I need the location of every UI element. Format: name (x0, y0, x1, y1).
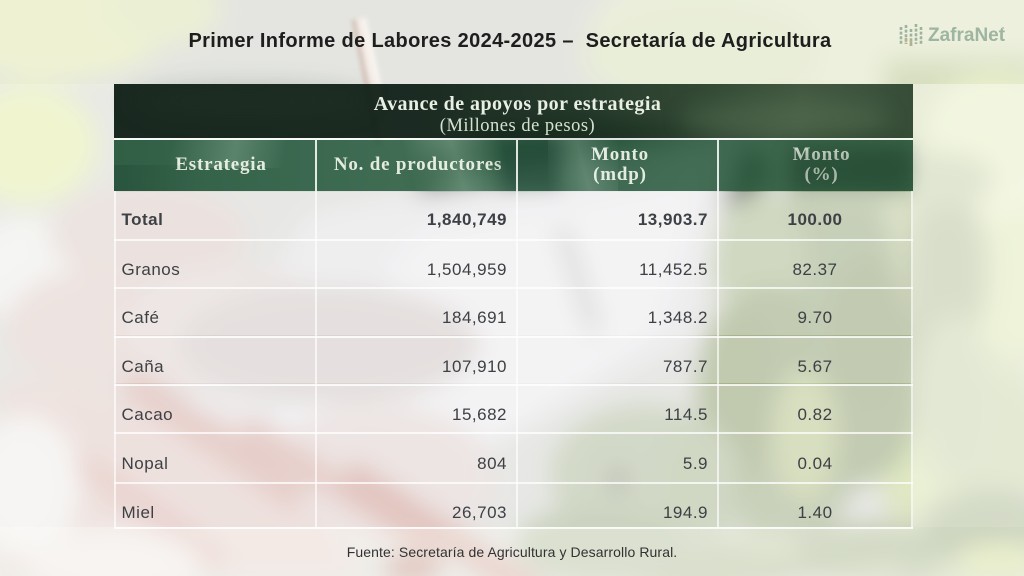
svg-text:ZafraNet: ZafraNet (928, 25, 1006, 46)
